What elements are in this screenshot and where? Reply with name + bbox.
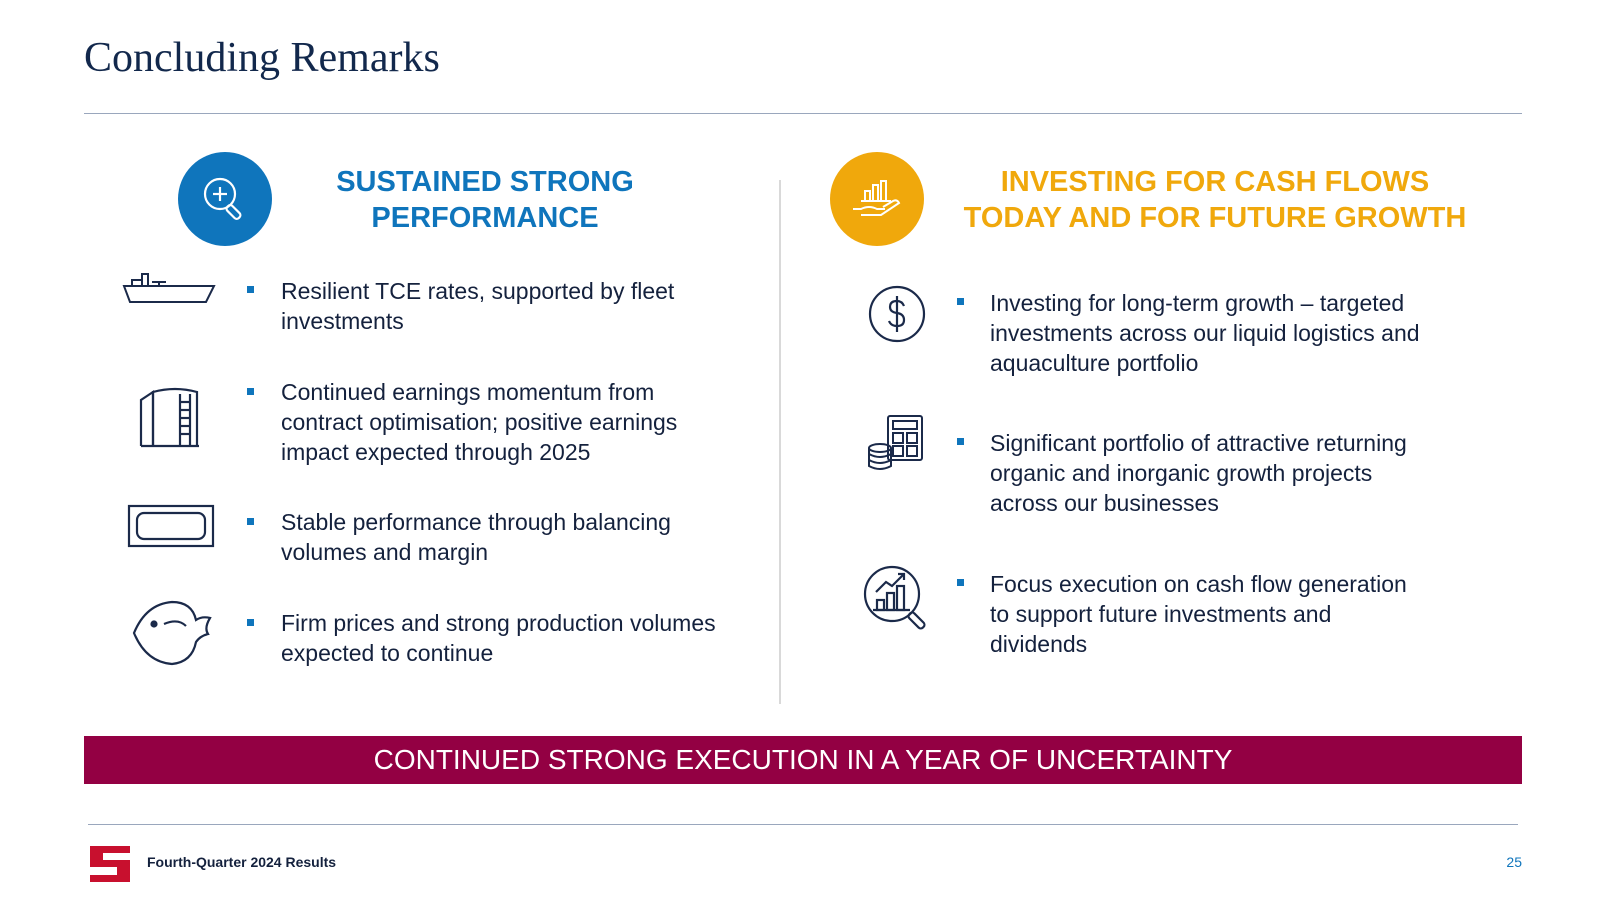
left-item-3-line-1: Stable performance through balancing xyxy=(281,509,671,535)
company-logo-icon xyxy=(90,846,134,887)
right-item-2-line-2: organic and inorganic growth projects xyxy=(990,460,1373,486)
right-item-3-line-3: dividends xyxy=(990,631,1088,657)
left-item-2-line-1: Continued earnings momentum from xyxy=(281,379,655,405)
left-item-4-line-1: Firm prices and strong production volume… xyxy=(281,610,716,636)
bullet-marker xyxy=(247,388,254,395)
left-heading-line1: SUSTAINED STRONG xyxy=(336,166,634,198)
left-heading-line2: PERFORMANCE xyxy=(371,202,599,234)
right-heading-line2: TODAY AND FOR FUTURE GROWTH xyxy=(963,202,1467,234)
page-number: 25 xyxy=(1506,854,1522,870)
right-item-2-line-3: across our businesses xyxy=(990,490,1219,516)
right-item-3-line-2: to support future investments and xyxy=(990,601,1332,627)
magnifier-plus-icon xyxy=(178,152,272,246)
tank-container-icon xyxy=(127,504,215,553)
title-divider xyxy=(84,113,1522,114)
left-item-3-line-2: volumes and margin xyxy=(281,539,489,565)
bullet-marker xyxy=(247,286,254,293)
growth-analysis-icon xyxy=(862,564,932,637)
left-item-2-line-3: impact expected through 2025 xyxy=(281,439,591,465)
right-item-3-line-1: Focus execution on cash flow generation xyxy=(990,571,1407,597)
left-item-4-line-2: expected to continue xyxy=(281,640,494,666)
left-item-1-line-1: Resilient TCE rates, supported by fleet xyxy=(281,278,675,304)
left-item-1-line-2: investments xyxy=(281,308,404,334)
right-item-1-text: Investing for long-term growth – targete… xyxy=(990,288,1420,378)
left-item-1-text: Resilient TCE rates, supported by fleet … xyxy=(281,276,674,336)
footer-report-title: Fourth-Quarter 2024 Results xyxy=(147,854,337,870)
right-item-1-line-3: aquaculture portfolio xyxy=(990,350,1199,376)
ship-icon xyxy=(122,270,218,311)
right-item-3-text: Focus execution on cash flow generation … xyxy=(990,569,1407,659)
bullet-marker xyxy=(957,298,964,305)
left-item-3-text: Stable performance through balancing vol… xyxy=(281,507,671,567)
right-item-2-line-1: Significant portfolio of attractive retu… xyxy=(990,430,1407,456)
left-item-2-line-2: contract optimisation; positive earnings xyxy=(281,409,678,435)
column-divider xyxy=(779,180,781,704)
bullet-marker xyxy=(247,619,254,626)
left-item-2-text: Continued earnings momentum from contrac… xyxy=(281,377,677,467)
hand-chart-icon xyxy=(830,152,924,246)
right-item-2-text: Significant portfolio of attractive retu… xyxy=(990,428,1407,518)
left-item-4-text: Firm prices and strong production volume… xyxy=(281,608,716,668)
conclusion-banner: CONTINUED STRONG EXECUTION IN A YEAR OF … xyxy=(84,736,1522,784)
right-item-1-line-1: Investing for long-term growth – targete… xyxy=(990,290,1405,316)
bullet-marker xyxy=(957,579,964,586)
left-column-heading: SUSTAINED STRONG PERFORMANCE xyxy=(290,164,680,236)
calculator-coins-icon xyxy=(866,414,926,479)
right-item-1-line-2: investments across our liquid logistics … xyxy=(990,320,1420,346)
bullet-marker xyxy=(247,518,254,525)
bullet-marker xyxy=(957,438,964,445)
banner-text: CONTINUED STRONG EXECUTION IN A YEAR OF … xyxy=(373,744,1233,775)
right-column-heading: INVESTING FOR CASH FLOWS TODAY AND FOR F… xyxy=(945,164,1485,236)
dollar-coin-icon xyxy=(868,285,926,348)
footer-divider xyxy=(88,824,1518,825)
storage-tank-icon xyxy=(139,386,201,453)
slide-title: Concluding Remarks xyxy=(84,35,440,81)
right-heading-line1: INVESTING FOR CASH FLOWS xyxy=(1000,166,1430,198)
fish-icon xyxy=(130,598,214,673)
